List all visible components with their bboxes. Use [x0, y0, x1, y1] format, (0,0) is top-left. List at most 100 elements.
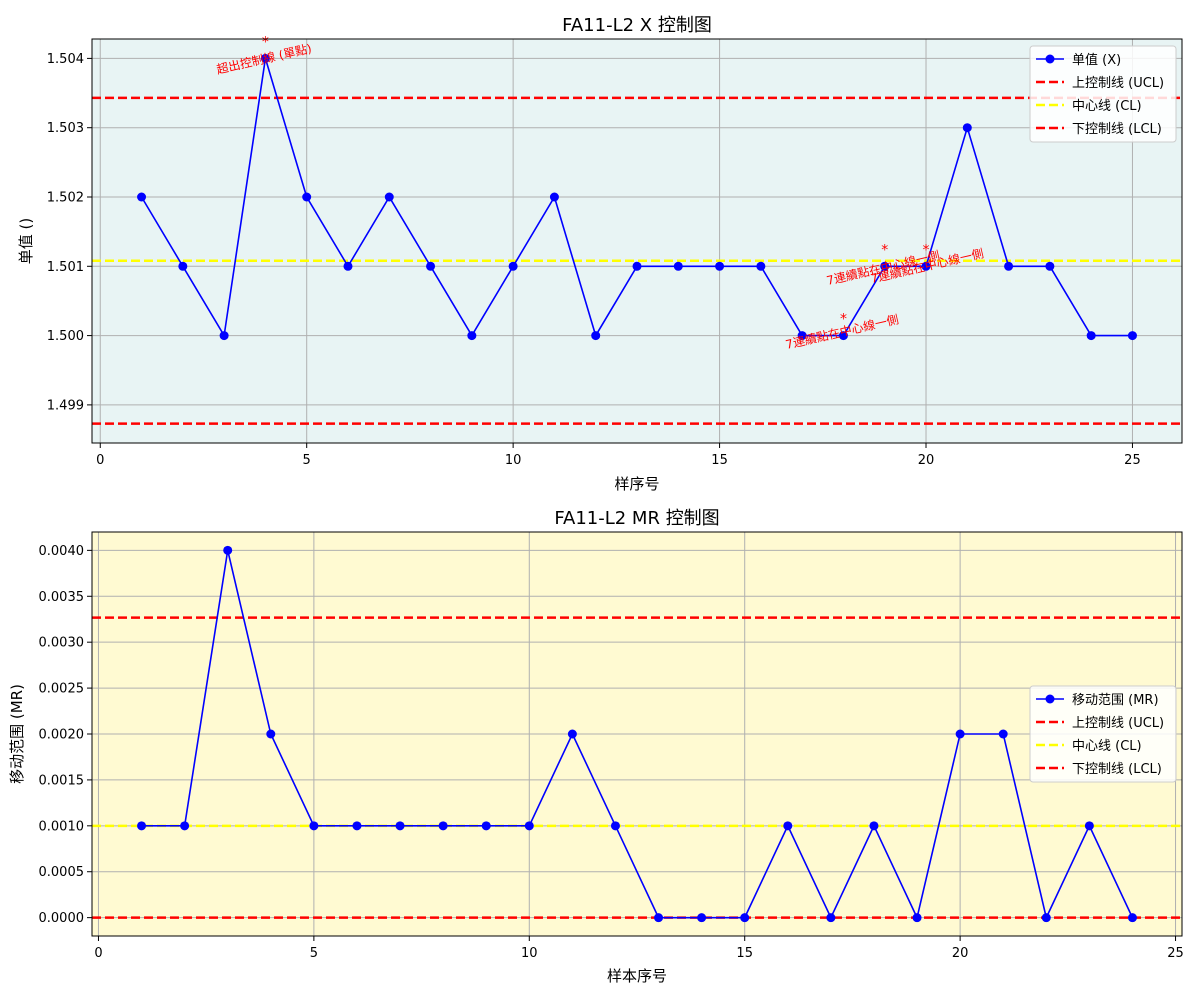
data-point — [1127, 913, 1137, 923]
data-point — [591, 331, 601, 341]
y-tick-label: 1.500 — [47, 329, 84, 344]
data-point — [180, 821, 190, 831]
data-point — [1127, 331, 1137, 341]
data-point — [632, 261, 642, 271]
y-tick-label: 0.0005 — [39, 865, 85, 880]
data-point — [302, 192, 312, 202]
y-tick-label: 0.0015 — [39, 773, 85, 788]
x-tick-label: 5 — [310, 946, 318, 961]
data-point — [178, 261, 188, 271]
annotation-marker: * — [840, 312, 847, 328]
x-tick-label: 0 — [96, 453, 104, 468]
chart-panel-1: *超出控制線 (單點)*7連續點在中心線一側*7連續點在中心線一側*7連續點在中… — [17, 15, 1183, 493]
x-tick-label: 10 — [521, 946, 538, 961]
data-point — [384, 192, 394, 202]
legend-marker-swatch — [1045, 694, 1055, 704]
x-tick-label: 5 — [303, 453, 311, 468]
chart-title: FA11-L2 MR 控制图 — [554, 508, 719, 529]
data-point — [869, 821, 879, 831]
x-tick-label: 0 — [94, 946, 102, 961]
annotation-marker: * — [881, 242, 888, 258]
data-point — [137, 821, 147, 831]
data-point — [438, 821, 448, 831]
data-point — [756, 261, 766, 271]
data-point — [962, 123, 972, 133]
data-point — [955, 729, 965, 739]
data-point — [524, 821, 534, 831]
legend-label: 中心线 (CL) — [1072, 739, 1142, 754]
data-point — [912, 913, 922, 923]
data-point — [137, 192, 147, 202]
data-point — [1045, 261, 1055, 271]
data-point — [654, 913, 664, 923]
x-tick-label: 15 — [711, 453, 728, 468]
data-point — [838, 331, 848, 341]
data-point — [343, 261, 353, 271]
legend-box — [1029, 45, 1177, 143]
y-tick-label: 1.503 — [47, 121, 84, 136]
data-point — [481, 821, 491, 831]
data-point — [740, 913, 750, 923]
legend-label: 下控制线 (LCL) — [1072, 122, 1162, 137]
data-point — [783, 821, 793, 831]
legend: 单值 (X) 上控制线 (UCL) 中心线 (CL) 下控制线 (LCL) — [1029, 45, 1177, 143]
y-tick-label: 1.499 — [47, 398, 84, 413]
data-point — [467, 331, 477, 341]
y-tick-label: 0.0010 — [39, 819, 85, 834]
x-tick-label: 10 — [505, 453, 522, 468]
y-tick-label: 0.0030 — [39, 636, 85, 651]
x-tick-label: 20 — [952, 946, 969, 961]
y-tick-label: 0.0025 — [39, 682, 85, 697]
data-point — [266, 729, 276, 739]
data-point — [352, 821, 362, 831]
y-tick-label: 0.0020 — [39, 728, 85, 743]
data-point — [826, 913, 836, 923]
data-point — [921, 261, 931, 271]
legend-box — [1029, 685, 1177, 783]
legend-label: 中心线 (CL) — [1072, 99, 1142, 114]
legend-label: 单值 (X) — [1072, 52, 1121, 68]
annotation-marker: * — [923, 242, 930, 258]
chart-panel-2: 0 5 10 15 20 25 0.0000 0.0005 0.0010 0.0015 0.0020… — [8, 508, 1184, 985]
x-tick-label: 15 — [736, 946, 753, 961]
legend-label: 上控制线 (UCL) — [1072, 76, 1164, 91]
y-tick-label: 0.0000 — [39, 911, 85, 926]
data-point — [549, 192, 559, 202]
data-point — [697, 913, 707, 923]
data-point — [395, 821, 405, 831]
data-point — [260, 53, 270, 63]
y-tick-label: 0.0035 — [39, 590, 85, 605]
legend-label: 下控制线 (LCL) — [1072, 762, 1162, 777]
y-tick-label: 1.502 — [47, 190, 84, 205]
data-point — [673, 261, 683, 271]
x-tick-label: 20 — [918, 453, 935, 468]
data-point — [880, 261, 890, 271]
data-point — [426, 261, 436, 271]
data-point — [715, 261, 725, 271]
data-point — [1084, 821, 1094, 831]
y-tick-label: 1.501 — [47, 260, 84, 275]
data-point — [797, 331, 807, 341]
annotation-marker: * — [262, 34, 269, 50]
data-point — [223, 545, 233, 555]
data-point — [219, 331, 229, 341]
legend-label: 上控制线 (UCL) — [1072, 716, 1164, 731]
plot-area-background — [92, 39, 1182, 443]
y-axis-label: 移动范围 (MR) — [8, 684, 26, 784]
x-tick-label: 25 — [1124, 453, 1141, 468]
x-axis-label: 样本序号 — [607, 967, 667, 985]
legend-label: 移动范围 (MR) — [1072, 693, 1159, 708]
data-point — [1086, 331, 1096, 341]
y-tick-label: 1.504 — [47, 52, 84, 67]
data-point — [998, 729, 1008, 739]
legend: 移动范围 (MR) 上控制线 (UCL) 中心线 (CL) 下控制线 (LCL) — [1029, 685, 1177, 783]
x-axis-label: 样序号 — [614, 475, 659, 493]
y-tick-label: 0.0040 — [39, 544, 85, 559]
data-series-line — [141, 550, 1134, 921]
data-point — [309, 821, 319, 831]
axes-frame — [91, 38, 1183, 444]
x-tick-label: 25 — [1167, 946, 1184, 961]
chart-title: FA11-L2 X 控制图 — [562, 15, 712, 36]
data-point — [1041, 913, 1051, 923]
